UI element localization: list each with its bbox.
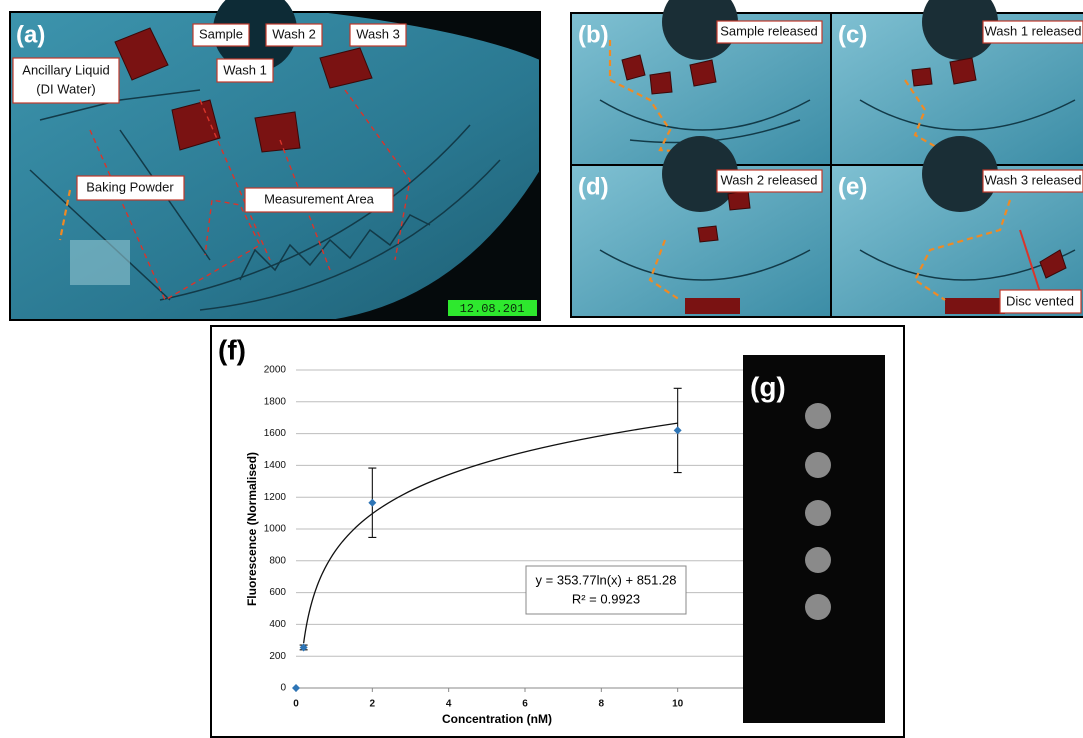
chamber [950,58,976,84]
y-tick-label: 2000 [264,365,287,376]
chamber [945,298,1005,314]
x-tick-label: 2 [370,699,376,710]
panel-label: (c) [838,21,867,48]
chamber [728,190,750,210]
panel-label: (b) [578,21,609,48]
panel-label: (f) [218,334,246,365]
y-tick-label: 400 [269,619,286,630]
annotation: Baking Powder [86,179,174,194]
x-tick-label: 6 [522,699,528,710]
annotation: Measurement Area [264,191,375,206]
spot [805,547,831,573]
x-tick-label: 8 [599,699,605,710]
chamber [912,68,932,86]
y-tick-label: 600 [269,587,286,598]
y-tick-label: 1200 [264,492,287,503]
panel-a: (a) Sample Wash 2 Wash 3 Wash 1 Ancillar… [10,0,540,320]
annotation: (DI Water) [36,81,95,96]
x-axis-title: Concentration (nM) [442,712,552,726]
chamber [690,60,716,86]
caption: Wash 1 released [984,23,1081,38]
equation: y = 353.77ln(x) + 851.28 [536,572,677,587]
annotation: Wash 3 [356,26,400,41]
r-squared: R² = 0.9923 [572,591,640,606]
y-tick-label: 1400 [264,460,287,471]
timestamp: 12.08.201 [460,302,525,316]
y-tick-label: 1800 [264,396,287,407]
y-tick-label: 200 [269,651,286,662]
x-tick-label: 4 [446,699,452,710]
chamber [698,226,718,242]
y-tick-label: 1600 [264,428,287,439]
annotation: Ancillary Liquid [22,62,109,77]
annotation: Wash 1 [223,62,267,77]
caption: Sample released [720,23,818,38]
annotation: Sample [199,26,243,41]
note: Disc vented [1006,293,1074,308]
figure: (a) Sample Wash 2 Wash 3 Wash 1 Ancillar… [0,0,1083,738]
panel-label: (g) [750,371,786,402]
panel-g: (g) [743,355,885,723]
chamber [255,112,300,152]
y-axis-title: Fluorescence (Normalised) [245,452,259,606]
y-tick-label: 800 [269,555,286,566]
spot [805,403,831,429]
annotation: Wash 2 [272,26,316,41]
x-tick-label: 0 [293,699,299,710]
powder-chamber [70,240,130,285]
spot [805,500,831,526]
x-tick-label: 10 [672,699,684,710]
y-tick-label: 1000 [264,524,287,535]
panel-label: (a) [16,21,45,48]
panel-label: (d) [578,173,609,200]
caption: Wash 2 released [720,172,817,187]
caption: Wash 3 released [984,172,1081,187]
spot [805,452,831,478]
panel-label: (e) [838,173,867,200]
chamber [685,298,740,314]
y-tick-label: 0 [280,683,286,694]
spot [805,594,831,620]
chamber [650,72,672,94]
